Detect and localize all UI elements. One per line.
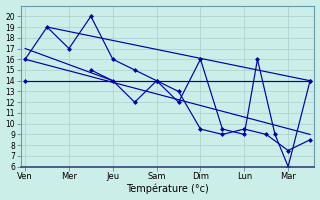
X-axis label: Température (°c): Température (°c) — [126, 184, 209, 194]
